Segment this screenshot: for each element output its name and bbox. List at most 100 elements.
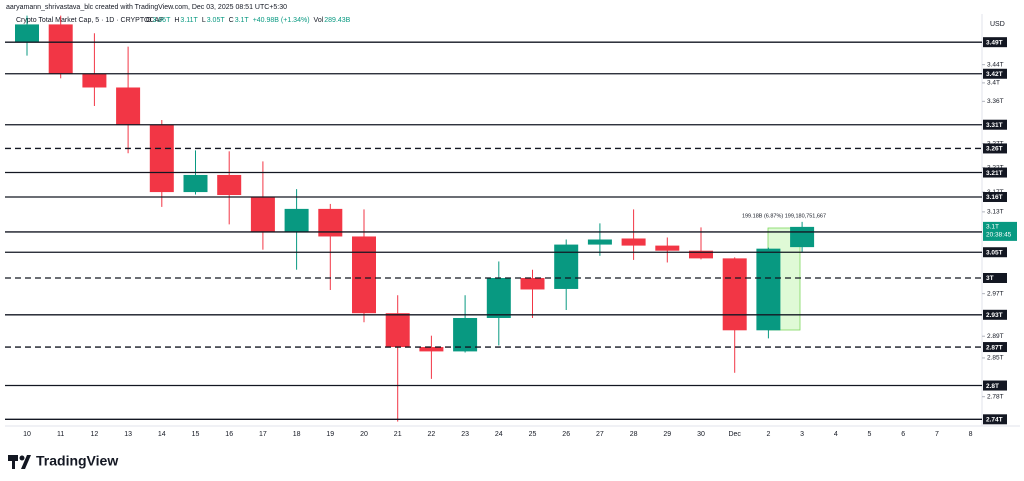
legend-value: 3.1T (235, 17, 250, 24)
legend-key: O (146, 17, 152, 24)
logo-shape (19, 455, 25, 461)
x-tick-label: 11 (57, 431, 64, 438)
candle-body (116, 87, 141, 125)
x-tick-label: 20 (360, 431, 368, 438)
level-label: 3.05T (986, 249, 1003, 256)
candle-body (217, 174, 242, 196)
candle-body (250, 197, 275, 232)
level-label-box (983, 380, 1007, 391)
legend-key: Vol (314, 17, 324, 24)
x-tick-label: 16 (225, 431, 233, 438)
level-label-box (983, 247, 1007, 258)
credit: aaryamann_shrivastava_blc created with T… (6, 4, 287, 11)
x-tick-label: 3 (800, 431, 804, 438)
x-tick-label: 26 (562, 431, 570, 438)
level-label: 3T (986, 275, 994, 282)
x-tick-label: 13 (124, 431, 132, 438)
y-tick-label: 2.89T (987, 333, 1004, 340)
x-tick-label: 4 (834, 431, 838, 438)
y-tick-label: 2.78T (987, 393, 1004, 400)
footer-logo (8, 455, 31, 469)
candle-body (587, 239, 612, 245)
legend-key: C (229, 17, 234, 24)
measure-label: 199.18B (6.87%) 199,180,751,667 (742, 213, 826, 219)
legend-key: H (174, 17, 179, 24)
x-tick-label: 7 (935, 431, 939, 438)
level-label: 3.42T (986, 71, 1003, 78)
x-tick-label: 17 (259, 431, 267, 438)
x-tick-label: 8 (969, 431, 973, 438)
level-label: 3.16T (986, 194, 1003, 201)
level-label-box (983, 68, 1007, 79)
x-tick-label: 10 (23, 431, 31, 438)
footer-brand: TradingView (36, 453, 118, 469)
candle-body (790, 226, 815, 248)
candle-body (453, 317, 478, 352)
candle-body (48, 24, 73, 74)
level-label: 2.93T (986, 312, 1003, 319)
level-label-box (983, 143, 1007, 154)
x-tick-label: 24 (495, 431, 503, 438)
x-tick-label: 21 (394, 431, 402, 438)
level-label: 3.31T (986, 122, 1003, 129)
candle-body (149, 124, 174, 193)
candle-body (82, 73, 107, 88)
candle-body (486, 277, 511, 318)
candle-body (419, 347, 444, 352)
price-label: 3.1T (986, 224, 999, 231)
legend-value: +40.98B (+1.34%) (253, 17, 310, 24)
x-tick-label: 29 (663, 431, 671, 438)
x-tick-label: 5 (868, 431, 872, 438)
logo-shape (12, 455, 15, 469)
legend-key: L (202, 17, 206, 24)
y-tick-label: 3.13T (987, 209, 1004, 216)
level-label-box (983, 414, 1007, 425)
level-label-box (983, 342, 1007, 353)
level-label: 3.21T (986, 170, 1003, 177)
x-tick-label: 27 (596, 431, 604, 438)
x-tick-label: 18 (293, 431, 301, 438)
candle-body (756, 248, 781, 331)
candle-body (183, 174, 208, 193)
candle-body (385, 313, 410, 348)
level-label: 3.49T (986, 39, 1003, 46)
legend-value: 3.11T (180, 17, 198, 24)
y-tick-label: 3.44T (987, 61, 1004, 68)
candle-body (655, 245, 680, 251)
level-label-box (983, 167, 1007, 178)
level-label-box (983, 309, 1007, 320)
candle-body (352, 236, 376, 314)
candle-body (689, 250, 713, 259)
candle-body (722, 258, 747, 331)
level-label-box (983, 192, 1007, 203)
level-label-box (983, 272, 1007, 283)
candle-body (284, 208, 309, 232)
x-tick-label: 2 (766, 431, 770, 438)
x-tick-label: 19 (326, 431, 334, 438)
x-tick-label: Dec (728, 431, 741, 438)
legend-value: 289.43B (324, 17, 350, 24)
x-tick-label: 30 (697, 431, 705, 438)
x-tick-label: 25 (529, 431, 537, 438)
x-tick-label: 12 (91, 431, 99, 438)
price-label-box (983, 221, 1017, 241)
candle-body (15, 24, 39, 43)
level-label: 3.26T (986, 146, 1003, 153)
x-tick-label: 28 (630, 431, 638, 438)
symbol: Crypto Total Market Cap, 5 · 1D · CRYPTO… (16, 17, 164, 24)
level-label: 2.8T (986, 383, 999, 390)
y-tick-label: 3.4T (987, 80, 1000, 87)
x-tick-label: 22 (428, 431, 436, 438)
y-tick-label: 2.85T (987, 355, 1004, 362)
level-label: 2.87T (986, 344, 1003, 351)
x-tick-label: 23 (461, 431, 469, 438)
candle-body (621, 238, 646, 246)
y-tick-label: 2.97T (987, 290, 1004, 297)
logo-shape (21, 455, 31, 469)
legend-value: 3.06T (152, 17, 171, 24)
x-tick-label: 14 (158, 431, 166, 438)
y-tick-label: 3.36T (987, 98, 1004, 105)
x-tick-label: 6 (901, 431, 905, 438)
